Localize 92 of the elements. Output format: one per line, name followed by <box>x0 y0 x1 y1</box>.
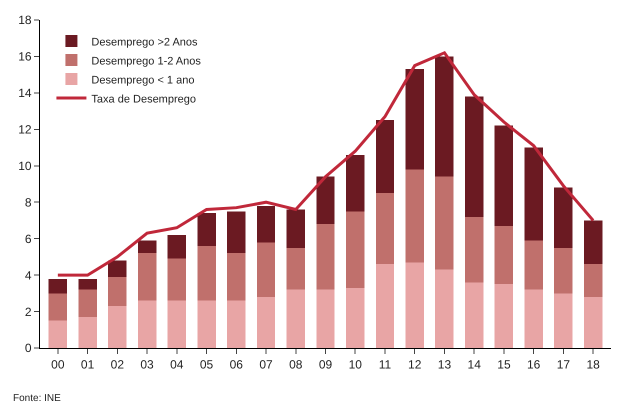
legend-label: Taxa de Desemprego <box>91 93 196 106</box>
bar <box>108 260 127 277</box>
bar <box>168 258 186 301</box>
bar <box>494 284 514 348</box>
bar <box>197 213 216 246</box>
bar <box>554 293 573 348</box>
x-tick-label: 15 <box>497 357 511 372</box>
bar <box>435 56 454 177</box>
legend-label: Desemprego < 1 ano <box>91 74 194 86</box>
x-tick-label: 14 <box>468 357 482 372</box>
bar <box>227 300 246 348</box>
bar <box>78 317 97 348</box>
bar <box>346 211 364 288</box>
bar <box>554 188 573 248</box>
bar <box>256 206 276 242</box>
x-tick-label: 13 <box>438 357 452 372</box>
bar <box>346 154 364 212</box>
x-tick-label: 09 <box>318 357 332 372</box>
bar <box>316 290 335 348</box>
bar <box>197 246 216 301</box>
y-tick-label: 2 <box>24 304 32 319</box>
bar <box>494 126 514 226</box>
bar <box>138 253 156 301</box>
bar <box>584 220 602 264</box>
y-tick-label: 18 <box>18 13 32 28</box>
bar <box>48 278 68 294</box>
bar <box>168 300 186 348</box>
bar <box>197 300 216 348</box>
bar <box>406 262 424 348</box>
x-tick-label: 10 <box>348 357 362 372</box>
x-tick-label: 08 <box>289 357 303 372</box>
x-tick-label: 04 <box>170 357 184 372</box>
bar <box>78 278 97 290</box>
bar <box>406 169 424 262</box>
bar <box>524 240 543 290</box>
y-tick-label: 6 <box>24 232 32 246</box>
bar <box>494 226 514 284</box>
bar <box>108 276 127 306</box>
bar <box>227 211 246 254</box>
x-tick-label: 01 <box>80 357 95 372</box>
x-tick-label: 06 <box>230 357 244 372</box>
y-tick-label: 4 <box>24 268 32 282</box>
bar <box>464 282 484 348</box>
bar <box>435 270 454 348</box>
bar <box>256 242 276 297</box>
x-tick-label: 05 <box>200 357 214 372</box>
x-tick-label: 03 <box>140 357 154 372</box>
bar <box>406 69 424 170</box>
x-tick-label: 02 <box>110 357 124 372</box>
y-tick-label: 16 <box>18 50 32 64</box>
bar <box>286 210 305 248</box>
bar <box>48 293 68 321</box>
bar <box>554 248 573 294</box>
y-tick-label: 12 <box>18 122 32 137</box>
bar <box>584 264 602 297</box>
y-tick-label: 14 <box>18 86 32 100</box>
x-tick-label: 18 <box>586 357 600 372</box>
bar <box>435 176 454 270</box>
bar <box>584 296 602 348</box>
bar <box>227 253 246 301</box>
y-tick-label: 0 <box>24 341 32 356</box>
x-tick-label: 17 <box>556 357 570 372</box>
y-tick-label: 8 <box>24 195 32 210</box>
bar <box>286 290 305 348</box>
bar <box>48 320 68 348</box>
bar <box>168 235 186 259</box>
bar <box>78 290 97 318</box>
bar <box>376 264 394 348</box>
bar <box>524 148 543 240</box>
x-tick-label: 00 <box>51 357 65 372</box>
legend-label: Desemprego >2 Anos <box>91 36 198 48</box>
bar <box>376 193 394 264</box>
bar <box>138 300 156 348</box>
bar <box>316 224 335 290</box>
x-tick-label: 11 <box>378 357 392 372</box>
bar <box>108 306 127 348</box>
bar <box>316 176 335 224</box>
legend-label: Desemprego 1-2 Anos <box>91 55 202 68</box>
x-tick-label: 07 <box>259 357 274 372</box>
bar <box>256 296 276 348</box>
line-series <box>56 51 595 277</box>
bar <box>464 96 484 217</box>
bar <box>346 288 364 348</box>
bar <box>524 290 543 348</box>
bar <box>464 216 484 282</box>
bar <box>286 248 305 290</box>
source-note: Fonte: INE <box>13 393 62 403</box>
x-tick-label: 12 <box>408 357 422 372</box>
y-tick-label: 10 <box>18 158 32 173</box>
x-tick-label: 16 <box>527 357 541 372</box>
bar <box>376 120 394 194</box>
bar <box>138 240 156 254</box>
